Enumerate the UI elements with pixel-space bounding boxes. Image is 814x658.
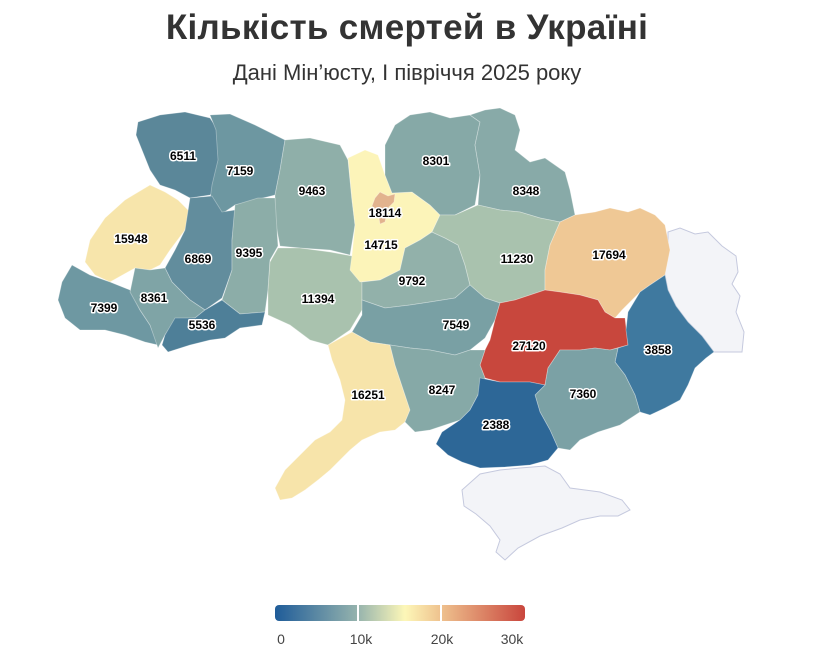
legend-tick-0: 0 xyxy=(277,631,285,647)
label-donetsk: 3858 xyxy=(645,343,672,357)
label-cherkasy: 9792 xyxy=(399,274,426,288)
label-kyiv-oblast: 14715 xyxy=(364,238,398,252)
label-vinnytsia: 11394 xyxy=(302,292,335,306)
region-crimea[interactable] xyxy=(461,465,631,561)
label-chernivtsi: 5536 xyxy=(189,318,216,332)
label-ternopil: 6869 xyxy=(185,252,212,266)
legend-tick-10k: 10k xyxy=(349,631,373,647)
region-sumy[interactable] xyxy=(469,107,576,223)
label-chernihiv: 8301 xyxy=(423,154,450,168)
region-donetsk[interactable] xyxy=(614,274,715,416)
label-zakarpattia: 7399 xyxy=(91,301,118,315)
legend-tick-30k: 30k xyxy=(500,631,524,647)
region-kherson[interactable] xyxy=(435,377,559,469)
region-kyiv-city[interactable] xyxy=(371,191,396,225)
legend-tick-20k: 20k xyxy=(430,631,454,647)
region-khmelnytskyi[interactable] xyxy=(221,197,279,315)
ukraine-choropleth-map: 6511 7159 9463 18114 14715 8301 8348 159… xyxy=(57,107,745,561)
region-ternopil[interactable] xyxy=(164,195,236,311)
color-scale-legend xyxy=(275,605,525,621)
label-kherson: 2388 xyxy=(483,418,510,432)
region-chernivtsi[interactable] xyxy=(161,299,266,353)
label-ivano-frankivsk: 8361 xyxy=(141,291,168,305)
region-vinnytsia[interactable] xyxy=(267,247,363,346)
label-lviv: 15948 xyxy=(114,232,148,246)
legend-separator xyxy=(357,605,359,621)
label-volyn: 6511 xyxy=(170,149,196,163)
label-kirovohrad: 7549 xyxy=(443,318,470,332)
label-zhytomyr: 9463 xyxy=(299,184,326,198)
label-kharkiv: 17694 xyxy=(592,248,626,262)
region-odesa[interactable] xyxy=(274,331,411,501)
label-odesa: 16251 xyxy=(351,388,385,402)
legend-separator xyxy=(440,605,442,621)
label-sumy: 8348 xyxy=(513,184,540,198)
label-poltava: 11230 xyxy=(501,252,534,266)
region-volyn[interactable] xyxy=(135,111,223,199)
label-dnipropetrovsk: 27120 xyxy=(512,339,546,353)
region-zakarpattia[interactable] xyxy=(57,264,159,346)
label-khmelnytskyi: 9395 xyxy=(236,246,263,260)
label-zaporizhzhia: 7360 xyxy=(570,387,597,401)
chart-title: Кількість смертей в Україні xyxy=(165,8,649,47)
color-scale-bar xyxy=(275,605,525,621)
region-zaporizhzhia[interactable] xyxy=(534,347,641,451)
label-mykolaiv: 8247 xyxy=(429,383,456,397)
label-rivne: 7159 xyxy=(227,164,254,178)
chart-subtitle: Дані Мін’юсту, І півріччя 2025 року xyxy=(232,60,582,85)
label-kyiv-city: 18114 xyxy=(369,206,402,220)
